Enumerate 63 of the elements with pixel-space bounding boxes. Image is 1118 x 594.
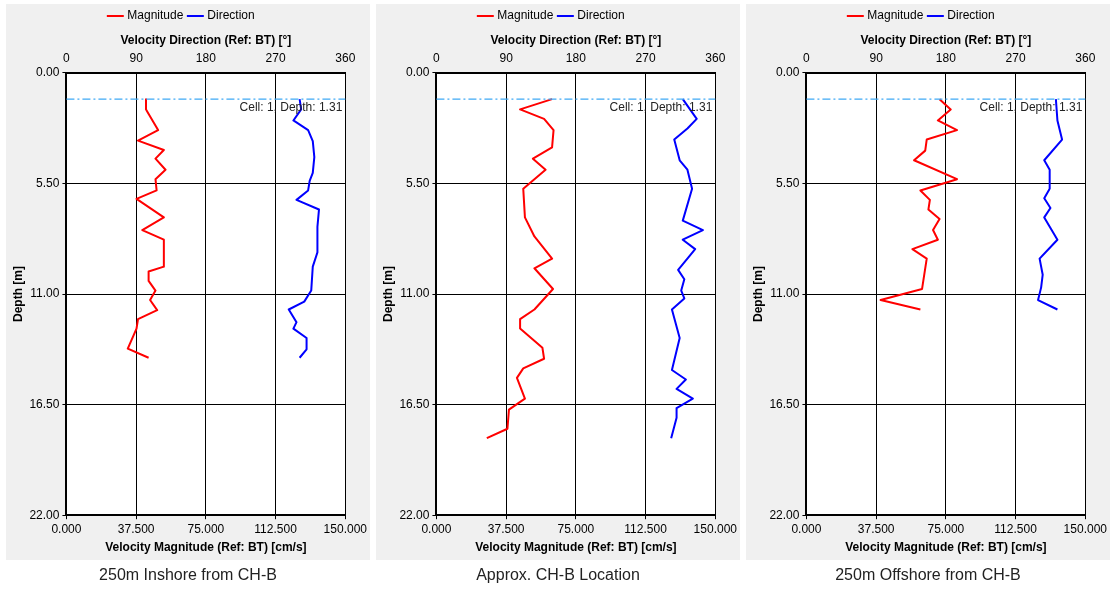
y-tick-label: 16.50 bbox=[29, 396, 60, 411]
x2-tick-label: 90 bbox=[499, 50, 514, 65]
x2-tick-label: 180 bbox=[935, 50, 957, 65]
x-tick-label: 37.500 bbox=[117, 521, 155, 536]
y-tick-label: 5.50 bbox=[36, 175, 60, 190]
x2-tick-label: 360 bbox=[335, 50, 356, 65]
x-tick-label: 37.500 bbox=[487, 521, 525, 536]
y-tick-label: 22.00 bbox=[399, 507, 430, 522]
x2-tick-label: 270 bbox=[265, 50, 286, 65]
text: 250m Inshore from CH-B bbox=[98, 566, 278, 584]
x2-tick-label: 90 bbox=[129, 50, 144, 65]
legend-label: Magnitude bbox=[867, 8, 924, 23]
y-tick-label: 0.00 bbox=[36, 65, 60, 80]
y-tick-label: 5.50 bbox=[776, 175, 800, 190]
legend-label: Magnitude bbox=[497, 8, 554, 23]
x-tick-label: 75.000 bbox=[187, 521, 225, 536]
x2-tick-label: 180 bbox=[195, 50, 217, 65]
y-tick-label: 11.00 bbox=[30, 286, 60, 301]
x-axis-title: Velocity Magnitude (Ref: BT) [cm/s] bbox=[475, 540, 677, 555]
x-tick-label: 112.500 bbox=[624, 521, 668, 536]
x-axis-title: Velocity Magnitude (Ref: BT) [cm/s] bbox=[105, 540, 307, 555]
y-tick-label: 22.00 bbox=[29, 507, 60, 522]
x-tick-label: 75.000 bbox=[557, 521, 595, 536]
y-tick-label: 11.00 bbox=[400, 286, 430, 301]
x-tick-label: 112.500 bbox=[994, 521, 1038, 536]
x2-tick-label: 270 bbox=[635, 50, 656, 65]
y-tick-label: 22.00 bbox=[769, 507, 800, 522]
y-axis-title: Depth [m] bbox=[10, 266, 25, 322]
legend-label: Magnitude bbox=[127, 8, 184, 23]
x-tick-label: 150.000 bbox=[1063, 521, 1108, 536]
x-tick-label: 75.000 bbox=[927, 521, 965, 536]
y-tick-label: 0.00 bbox=[776, 65, 800, 80]
x-tick-label: 0.000 bbox=[791, 521, 822, 536]
x-tick-label: 37.500 bbox=[857, 521, 895, 536]
y-axis-title: Depth [m] bbox=[750, 266, 765, 322]
y-tick-label: 0.00 bbox=[406, 65, 430, 80]
x2-tick-label: 0 bbox=[433, 50, 441, 65]
y-tick-label: 16.50 bbox=[769, 396, 800, 411]
x-tick-label: 150.000 bbox=[693, 521, 738, 536]
x2-tick-label: 180 bbox=[565, 50, 587, 65]
y-tick-label: 11.00 bbox=[770, 286, 800, 301]
y-tick-label: 16.50 bbox=[399, 396, 430, 411]
x2-tick-label: 360 bbox=[1075, 50, 1096, 65]
legend-label: Direction bbox=[577, 8, 625, 23]
y-tick-label: 5.50 bbox=[406, 175, 430, 190]
legend-label: Direction bbox=[947, 8, 995, 23]
x-axis-title: Velocity Magnitude (Ref: BT) [cm/s] bbox=[845, 540, 1047, 555]
x-tick-label: 150.000 bbox=[323, 521, 368, 536]
x2-tick-label: 360 bbox=[705, 50, 726, 65]
y-axis-title: Depth [m] bbox=[380, 266, 395, 322]
x2-tick-label: 270 bbox=[1005, 50, 1026, 65]
x2-axis-title: Velocity Direction (Ref: BT) [°] bbox=[120, 32, 292, 47]
x2-axis-title: Velocity Direction (Ref: BT) [°] bbox=[860, 32, 1032, 47]
x2-tick-label: 0 bbox=[63, 50, 71, 65]
text: 250m Offshore from CH-B bbox=[834, 566, 1022, 584]
legend-label: Direction bbox=[207, 8, 255, 23]
x2-axis-title: Velocity Direction (Ref: BT) [°] bbox=[490, 32, 662, 47]
x2-tick-label: 90 bbox=[869, 50, 884, 65]
x2-tick-label: 0 bbox=[803, 50, 811, 65]
x-tick-label: 0.000 bbox=[51, 521, 82, 536]
x-tick-label: 0.000 bbox=[421, 521, 452, 536]
x-tick-label: 112.500 bbox=[254, 521, 298, 536]
text: Approx. CH-B Location bbox=[475, 566, 641, 584]
